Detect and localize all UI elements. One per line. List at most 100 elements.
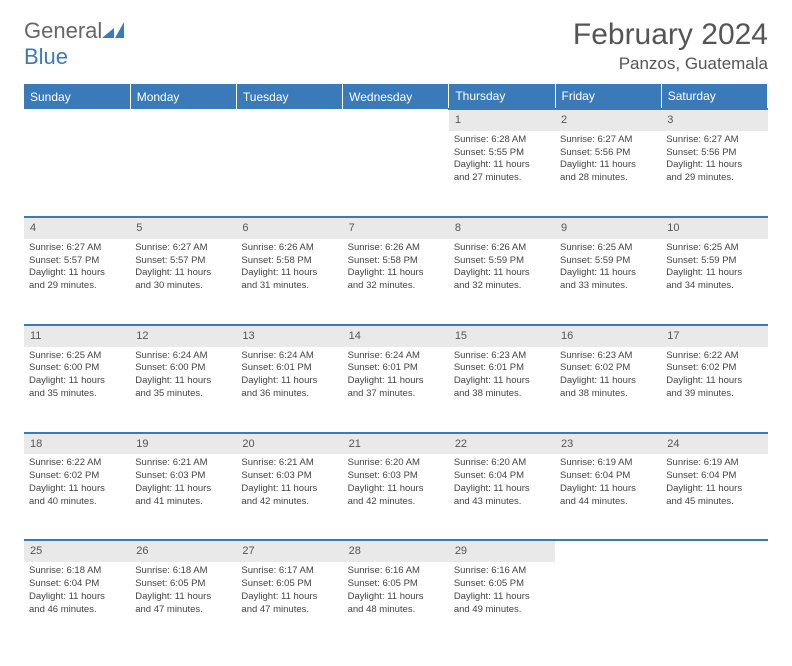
daylight-text: Daylight: 11 hours [666,267,762,280]
weekday-header: Monday [130,84,236,109]
day-cell: Sunrise: 6:21 AMSunset: 6:03 PMDaylight:… [236,454,342,540]
daylight-text: Daylight: 11 hours [241,267,337,280]
day-cell: Sunrise: 6:22 AMSunset: 6:02 PMDaylight:… [24,454,130,540]
sunrise-text: Sunrise: 6:27 AM [560,134,656,147]
day-cell: Sunrise: 6:28 AMSunset: 5:55 PMDaylight:… [449,131,555,217]
daylight-text: Daylight: 11 hours [454,267,550,280]
day-cell: Sunrise: 6:27 AMSunset: 5:56 PMDaylight:… [555,131,661,217]
sunrise-text: Sunrise: 6:27 AM [29,242,125,255]
daylight-text: Daylight: 11 hours [29,267,125,280]
sunset-text: Sunset: 6:04 PM [560,470,656,483]
day-cell: Sunrise: 6:24 AMSunset: 6:01 PMDaylight:… [236,347,342,433]
day-number-cell: 29 [449,540,555,562]
daylight-text: and 38 minutes. [560,388,656,401]
day-number-cell: 10 [661,217,767,239]
brand-mark-icon [102,18,124,44]
daylight-text: and 32 minutes. [454,280,550,293]
daylight-text: Daylight: 11 hours [135,375,231,388]
day-number-cell: 20 [236,433,342,455]
day-cell: Sunrise: 6:27 AMSunset: 5:57 PMDaylight:… [130,239,236,325]
daylight-text: Daylight: 11 hours [560,483,656,496]
sunrise-text: Sunrise: 6:24 AM [348,350,444,363]
daylight-text: Daylight: 11 hours [666,483,762,496]
sunrise-text: Sunrise: 6:20 AM [454,457,550,470]
daylight-text: and 28 minutes. [560,172,656,185]
sunrise-text: Sunrise: 6:27 AM [135,242,231,255]
sunset-text: Sunset: 6:02 PM [29,470,125,483]
day-number-cell: 18 [24,433,130,455]
daylight-text: and 42 minutes. [241,496,337,509]
day-number-cell: 6 [236,217,342,239]
week-row: Sunrise: 6:27 AMSunset: 5:57 PMDaylight:… [24,239,768,325]
day-number-cell: 13 [236,325,342,347]
sunset-text: Sunset: 5:55 PM [454,147,550,160]
sunset-text: Sunset: 6:01 PM [454,362,550,375]
header: GeneralBlue February 2024 Panzos, Guatem… [24,18,768,74]
day-number-cell [343,109,449,131]
daylight-text: Daylight: 11 hours [241,591,337,604]
daynum-row: 11121314151617 [24,325,768,347]
daylight-text: and 36 minutes. [241,388,337,401]
sunset-text: Sunset: 6:02 PM [560,362,656,375]
daylight-text: and 34 minutes. [666,280,762,293]
daynum-row: 2526272829 [24,540,768,562]
sunrise-text: Sunrise: 6:26 AM [348,242,444,255]
daylight-text: Daylight: 11 hours [454,591,550,604]
week-row: Sunrise: 6:25 AMSunset: 6:00 PMDaylight:… [24,347,768,433]
daylight-text: Daylight: 11 hours [348,483,444,496]
daylight-text: Daylight: 11 hours [135,267,231,280]
weekday-header: Saturday [661,84,767,109]
day-number-cell [236,109,342,131]
daylight-text: and 48 minutes. [348,604,444,617]
sunrise-text: Sunrise: 6:18 AM [135,565,231,578]
daylight-text: and 45 minutes. [666,496,762,509]
daynum-row: 18192021222324 [24,433,768,455]
day-cell: Sunrise: 6:25 AMSunset: 5:59 PMDaylight:… [555,239,661,325]
sunrise-text: Sunrise: 6:23 AM [560,350,656,363]
sunset-text: Sunset: 6:03 PM [241,470,337,483]
day-cell: Sunrise: 6:18 AMSunset: 6:05 PMDaylight:… [130,562,236,648]
sunset-text: Sunset: 6:04 PM [29,578,125,591]
day-cell [24,131,130,217]
sunrise-text: Sunrise: 6:18 AM [29,565,125,578]
sunset-text: Sunset: 5:57 PM [29,255,125,268]
day-number-cell: 23 [555,433,661,455]
day-cell: Sunrise: 6:16 AMSunset: 6:05 PMDaylight:… [449,562,555,648]
day-cell: Sunrise: 6:26 AMSunset: 5:58 PMDaylight:… [236,239,342,325]
sunset-text: Sunset: 5:59 PM [560,255,656,268]
daylight-text: and 37 minutes. [348,388,444,401]
brand-name-part1: General [24,18,102,43]
sunset-text: Sunset: 6:05 PM [454,578,550,591]
sunrise-text: Sunrise: 6:20 AM [348,457,444,470]
calendar-table: SundayMondayTuesdayWednesdayThursdayFrid… [24,84,768,648]
daylight-text: Daylight: 11 hours [135,483,231,496]
day-number-cell: 25 [24,540,130,562]
day-cell [236,131,342,217]
daylight-text: and 29 minutes. [666,172,762,185]
day-number-cell: 21 [343,433,449,455]
day-number-cell: 5 [130,217,236,239]
sunset-text: Sunset: 6:00 PM [29,362,125,375]
sunrise-text: Sunrise: 6:21 AM [135,457,231,470]
day-cell: Sunrise: 6:22 AMSunset: 6:02 PMDaylight:… [661,347,767,433]
day-number-cell: 22 [449,433,555,455]
week-row: Sunrise: 6:28 AMSunset: 5:55 PMDaylight:… [24,131,768,217]
daylight-text: Daylight: 11 hours [560,267,656,280]
weekday-header: Tuesday [236,84,342,109]
daylight-text: Daylight: 11 hours [29,375,125,388]
day-cell: Sunrise: 6:26 AMSunset: 5:59 PMDaylight:… [449,239,555,325]
sunset-text: Sunset: 5:58 PM [241,255,337,268]
sunrise-text: Sunrise: 6:23 AM [454,350,550,363]
sunset-text: Sunset: 5:56 PM [666,147,762,160]
daylight-text: Daylight: 11 hours [29,483,125,496]
weekday-header-row: SundayMondayTuesdayWednesdayThursdayFrid… [24,84,768,109]
sunset-text: Sunset: 6:03 PM [348,470,444,483]
day-number-cell: 14 [343,325,449,347]
day-cell: Sunrise: 6:16 AMSunset: 6:05 PMDaylight:… [343,562,449,648]
daylight-text: Daylight: 11 hours [348,591,444,604]
day-number-cell: 16 [555,325,661,347]
day-cell [130,131,236,217]
daylight-text: and 43 minutes. [454,496,550,509]
brand-name: GeneralBlue [24,18,124,70]
daynum-row: 45678910 [24,217,768,239]
